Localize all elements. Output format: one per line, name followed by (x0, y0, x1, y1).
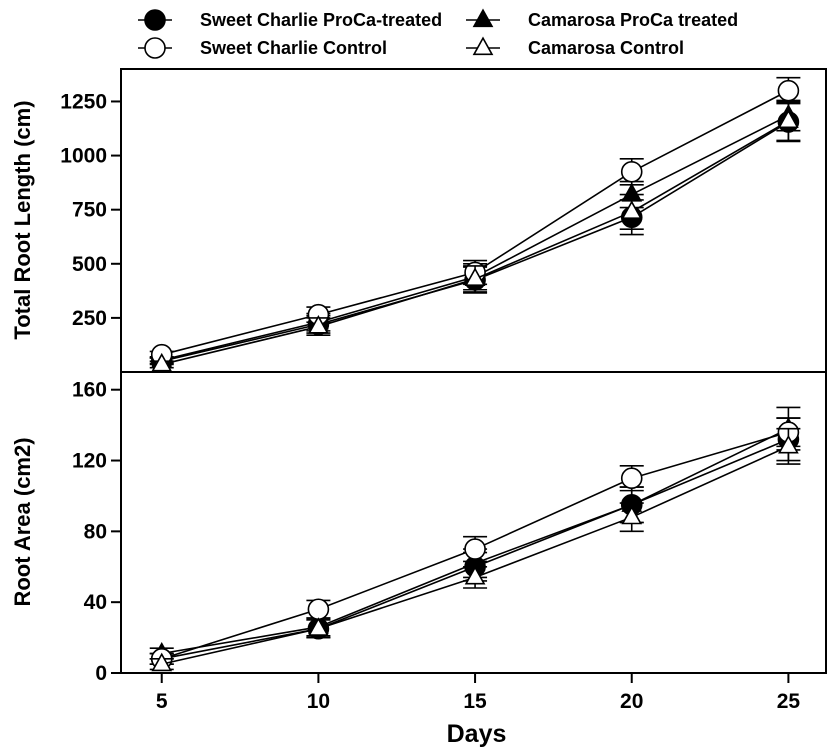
legend-label: Camarosa ProCa treated (528, 10, 738, 30)
data-point (308, 315, 329, 334)
x-tick-label: 10 (307, 690, 330, 713)
legend-item-sweet-charlie-control: Sweet Charlie Control (138, 37, 387, 59)
series-sweet-charlie-control (149, 417, 801, 670)
series-sweet-charlie-proca-treated (149, 101, 801, 372)
y-tick-label: 500 (72, 253, 107, 276)
data-point (464, 267, 486, 287)
legend-marker-filled-triangle (472, 8, 494, 28)
legend-marker-open-triangle (472, 36, 494, 56)
series-line (161, 120, 789, 366)
y-tick-label: 80 (84, 520, 107, 543)
data-point (307, 598, 330, 621)
series-camarosa-control (149, 427, 801, 672)
data-point (308, 617, 329, 636)
legend-marker-filled-circle (144, 9, 166, 31)
y-tick-label: 250 (72, 307, 107, 330)
y-tick-label: 0 (95, 662, 107, 685)
series-line (161, 89, 789, 356)
data-point (620, 467, 643, 490)
x-axis-title: Days (447, 720, 507, 748)
data-point (778, 434, 799, 454)
data-point (621, 505, 643, 525)
data-point (620, 161, 643, 183)
legend-label: Camarosa Control (528, 38, 684, 58)
data-point (151, 652, 173, 672)
y-axis-title: Root Area (cm2) (10, 437, 35, 606)
y-tick-label: 40 (84, 591, 107, 614)
series-line (161, 114, 789, 361)
data-point (777, 79, 800, 102)
plot-frame (120, 68, 827, 373)
legend-label: Sweet Charlie ProCa-treated (200, 10, 442, 30)
y-axis-title: Total Root Length (cm) (10, 100, 35, 339)
series-camarosa-proca-treated (149, 406, 801, 661)
x-tick-label: 5 (156, 690, 168, 713)
y-tick-label: 160 (72, 379, 107, 402)
series-sweet-charlie-control (149, 76, 801, 366)
series-camarosa-proca-treated (149, 99, 801, 368)
legend-label: Sweet Charlie Control (200, 38, 387, 58)
data-point (621, 200, 643, 219)
x-tick-label: 20 (620, 690, 643, 713)
series-line (161, 121, 789, 362)
legend-item-camarosa-proca-treated: Camarosa ProCa treated (466, 8, 738, 30)
y-tick-label: 1250 (60, 90, 107, 113)
legend-item-camarosa-control: Camarosa Control (466, 36, 684, 58)
legend: Sweet Charlie ProCa-treated Camarosa ProC… (138, 8, 738, 59)
data-point (151, 352, 173, 372)
data-point (464, 538, 486, 560)
x-tick-label: 15 (463, 690, 487, 713)
y-tick-label: 750 (72, 199, 107, 222)
panel-root-area: 0 40 80 120 160 5 10 15 20 25 Root Area (cm2) Days (10, 371, 827, 748)
y-tick-label: 120 (72, 450, 107, 473)
x-tick-label: 25 (777, 690, 801, 713)
y-tick-label: 1000 (60, 145, 107, 168)
series-camarosa-control (149, 100, 801, 372)
plot-frame (120, 371, 827, 674)
data-point (778, 109, 799, 129)
legend-marker-open-circle (144, 37, 166, 59)
panel-total-root-length: 250 500 750 1000 1250 Total Root Length (cm) (10, 68, 827, 373)
data-point (464, 565, 486, 585)
legend-item-sweet-charlie-proca-treated: Sweet Charlie ProCa-treated (138, 9, 442, 31)
